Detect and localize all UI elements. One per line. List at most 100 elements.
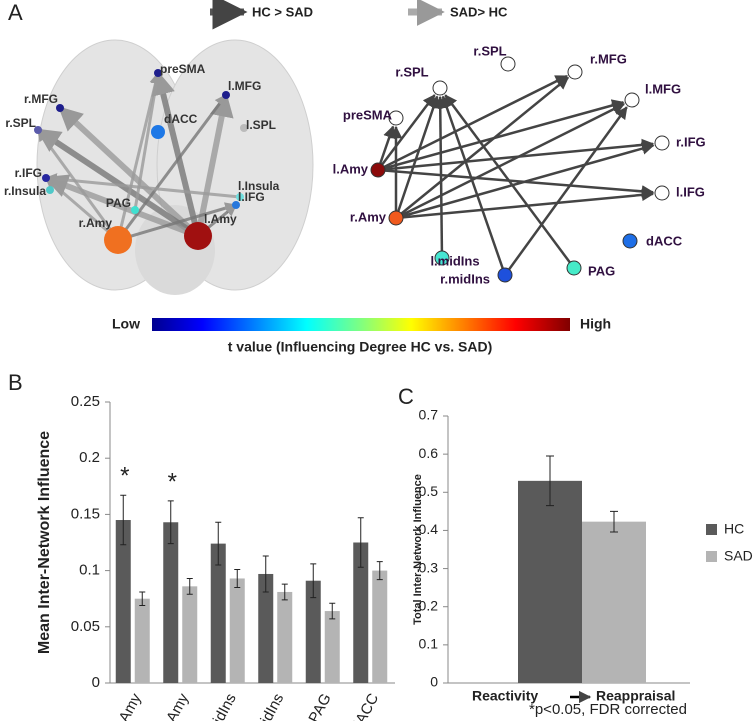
brain-image	[36, 39, 314, 295]
error-bar	[215, 521, 222, 566]
brain-node	[42, 174, 50, 182]
footnote: *p<0.05, FDR corrected	[529, 701, 687, 718]
network-label: l.MFG	[645, 81, 681, 96]
brain-arrow	[35, 127, 200, 239]
brain-arrow	[195, 92, 234, 237]
error-bar	[357, 517, 364, 568]
brain-arrow	[36, 129, 120, 241]
error-bar	[234, 568, 241, 588]
brain-arrow	[45, 176, 119, 242]
network-label: PAG	[588, 263, 615, 278]
network-label: l.IFG	[676, 184, 705, 199]
brain-label: r.IFG	[15, 166, 42, 180]
bar	[229, 578, 245, 683]
bar	[182, 586, 198, 683]
brain-label: l.MFG	[228, 79, 261, 93]
error-bar	[546, 455, 554, 507]
bar	[518, 480, 582, 683]
network-label: r.Amy	[350, 209, 387, 224]
x-tick-label: PAG	[305, 691, 334, 721]
error-bar	[376, 561, 383, 581]
bar	[210, 543, 226, 683]
brain-node	[104, 226, 132, 254]
panel-label: C	[398, 384, 414, 409]
network-node	[622, 233, 638, 249]
network-label: dACC	[646, 233, 683, 248]
brain-node	[131, 206, 139, 214]
brain-node	[154, 69, 162, 77]
y-tick-label: 0.6	[419, 445, 439, 461]
brain-node	[222, 91, 230, 99]
network-node	[566, 260, 582, 276]
network-edge	[440, 95, 507, 276]
network-label: r.IFG	[676, 134, 706, 149]
x-tick-label: l.midIns	[201, 691, 240, 721]
legend-label: HC	[724, 521, 744, 537]
y-tick-label: 0.7	[419, 407, 439, 423]
bar	[258, 573, 274, 683]
colorbar-label: t value (Influencing Degree HC vs. SAD)	[228, 339, 493, 355]
brain-label: r.Insula	[4, 184, 46, 198]
panel-label: A	[8, 0, 23, 25]
brain-node	[46, 186, 54, 194]
y-tick-label: 0.1	[79, 562, 100, 579]
colorbar-high: High	[580, 316, 611, 332]
network-node	[388, 110, 404, 126]
bar	[353, 542, 369, 683]
brain-arrow	[44, 173, 241, 199]
error-bar	[329, 602, 336, 620]
brain-label: r.MFG	[24, 92, 58, 106]
brain-label: r.SPL	[5, 116, 36, 130]
legend-label: SAD	[724, 548, 753, 564]
error-bar	[167, 500, 174, 545]
x-tick-label: r.Amy	[159, 690, 192, 721]
error-bar	[186, 577, 193, 595]
error-bar	[139, 591, 146, 606]
brain-label: l.SPL	[246, 118, 276, 132]
brain-label: r.Amy	[79, 216, 113, 230]
brain-label: PAG	[106, 196, 131, 210]
network-edge	[377, 99, 625, 172]
brain-arrow	[151, 70, 201, 237]
bar	[115, 520, 131, 683]
network-edge	[444, 94, 576, 269]
network-label: r.SPL	[395, 64, 428, 79]
panel-label: B	[8, 370, 23, 395]
network-edge	[394, 95, 440, 219]
network-node	[500, 56, 516, 72]
colorbar-low: Low	[112, 316, 140, 332]
network-edge	[503, 106, 628, 276]
network-label: l.midIns	[430, 253, 479, 268]
brain-node	[240, 124, 248, 132]
brain-node	[184, 222, 212, 250]
brain-node	[232, 201, 240, 209]
bar	[324, 611, 340, 683]
error-bar	[120, 494, 127, 546]
y-axis-label: Total Inter-Network Influence	[412, 474, 424, 625]
network-node	[370, 162, 386, 178]
network-edge	[433, 95, 447, 259]
significance-mark: *	[120, 463, 129, 490]
x-tick-label: l.Amy	[112, 690, 145, 721]
colorbar	[152, 318, 570, 331]
network-edge	[377, 168, 655, 198]
network-label: l.Amy	[333, 161, 369, 176]
y-tick-label: 0.2	[79, 449, 100, 466]
y-tick-label: 0	[430, 674, 438, 690]
brain-node	[34, 126, 42, 134]
brain-arrow	[57, 105, 201, 239]
legend-label: HC > SAD	[252, 4, 313, 19]
network-label: r.midIns	[440, 271, 490, 286]
network-node	[434, 250, 450, 266]
legend-swatch	[706, 551, 717, 562]
network-label: preSMA	[343, 107, 393, 122]
x-tick-label: r.midIns	[248, 691, 288, 721]
brain-label: l.IFG	[238, 190, 265, 204]
network-node	[567, 64, 583, 80]
x-tick-label: dACC	[348, 691, 382, 721]
brain-label: l.Insula	[238, 179, 280, 193]
network-node	[654, 185, 670, 201]
network-edge	[395, 142, 655, 220]
y-tick-label: 0.5	[419, 483, 439, 499]
